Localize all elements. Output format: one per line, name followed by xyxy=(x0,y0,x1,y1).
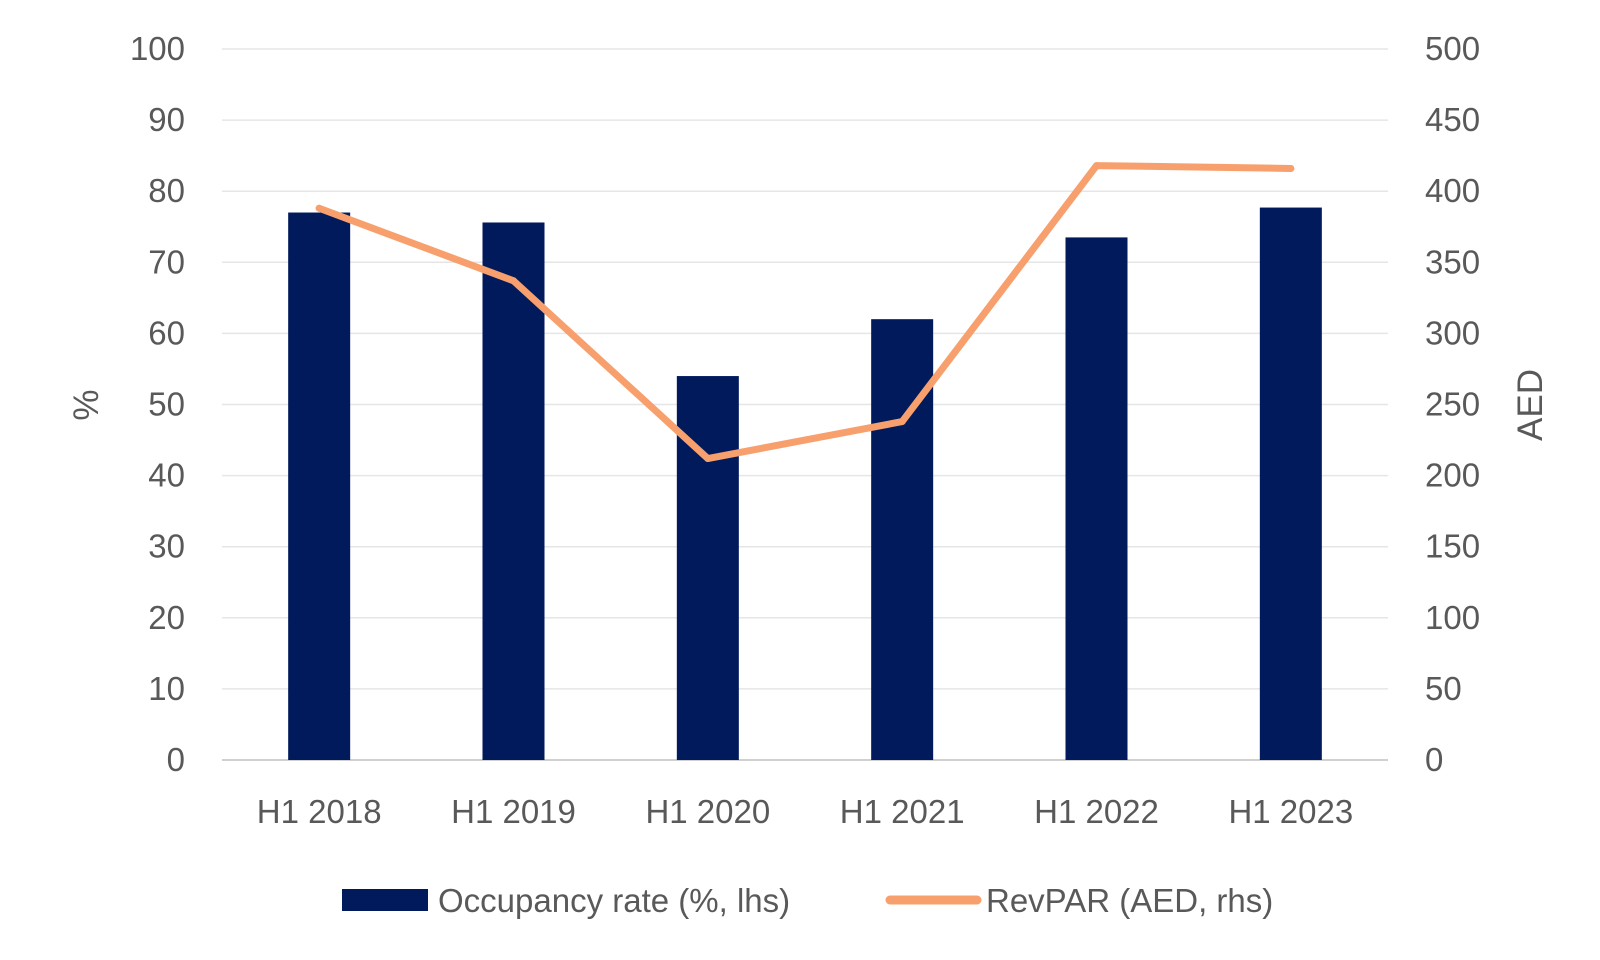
right-tick-label: 150 xyxy=(1425,528,1480,565)
revpar-point xyxy=(510,277,517,285)
occupancy-bars xyxy=(288,207,1322,761)
x-tick-label: H1 2019 xyxy=(451,793,576,830)
legend-swatch-occupancy xyxy=(342,889,428,911)
left-tick-label: 80 xyxy=(148,172,185,209)
x-tick-label: H1 2020 xyxy=(645,793,770,830)
occupancy-bar xyxy=(1259,207,1322,761)
left-tick-label: 30 xyxy=(148,528,185,565)
x-tick-label: H1 2018 xyxy=(257,793,382,830)
revpar-point xyxy=(1287,164,1295,172)
left-tick-label: 70 xyxy=(148,243,185,280)
revpar-point xyxy=(898,418,906,426)
right-axis-ticks: 0 50 100 150 200 250 300 350 400 450 500 xyxy=(1425,30,1480,778)
right-tick-label: 200 xyxy=(1425,457,1480,494)
right-tick-label: 0 xyxy=(1425,741,1443,778)
left-tick-label: 40 xyxy=(148,457,185,494)
left-tick-label: 10 xyxy=(148,670,185,707)
right-tick-label: 500 xyxy=(1425,30,1480,67)
x-tick-label: H1 2021 xyxy=(840,793,965,830)
right-tick-label: 300 xyxy=(1425,314,1480,351)
left-tick-label: 50 xyxy=(148,386,185,423)
revpar-point xyxy=(1093,162,1100,170)
occupancy-bar xyxy=(871,319,934,760)
right-tick-label: 400 xyxy=(1425,172,1480,209)
left-tick-label: 20 xyxy=(148,599,185,636)
left-axis-ticks: 0 10 20 30 40 50 60 70 80 90 100 xyxy=(130,30,185,778)
legend: Occupancy rate (%, lhs) RevPAR (AED, rhs… xyxy=(342,882,1273,919)
legend-label-revpar: RevPAR (AED, rhs) xyxy=(986,882,1273,919)
occupancy-bar xyxy=(288,212,351,760)
right-tick-label: 100 xyxy=(1425,599,1480,636)
right-tick-label: 350 xyxy=(1425,243,1480,280)
revpar-line-layer xyxy=(315,162,1295,463)
left-tick-label: 60 xyxy=(148,314,185,351)
left-tick-label: 0 xyxy=(167,741,185,778)
right-tick-label: 50 xyxy=(1425,670,1462,707)
left-tick-label: 100 xyxy=(130,30,185,67)
right-axis-title: AED xyxy=(1511,369,1550,441)
left-tick-label: 90 xyxy=(148,101,185,138)
revpar-line xyxy=(315,162,1295,463)
occupancy-bar xyxy=(676,376,739,760)
legend-label-occupancy: Occupancy rate (%, lhs) xyxy=(438,882,790,919)
x-axis-ticks: H1 2018 H1 2019 H1 2020 H1 2021 H1 2022 H1 20… xyxy=(257,793,1353,830)
x-tick-label: H1 2023 xyxy=(1228,793,1353,830)
occupancy-bar xyxy=(1065,237,1128,761)
left-axis-title: % xyxy=(67,389,106,420)
revpar-point xyxy=(704,455,712,463)
right-tick-label: 450 xyxy=(1425,101,1480,138)
revpar-point xyxy=(315,204,323,212)
gridlines xyxy=(222,48,1388,761)
right-tick-label: 250 xyxy=(1425,386,1480,423)
occupancy-bar xyxy=(482,222,545,760)
x-tick-label: H1 2022 xyxy=(1034,793,1159,830)
